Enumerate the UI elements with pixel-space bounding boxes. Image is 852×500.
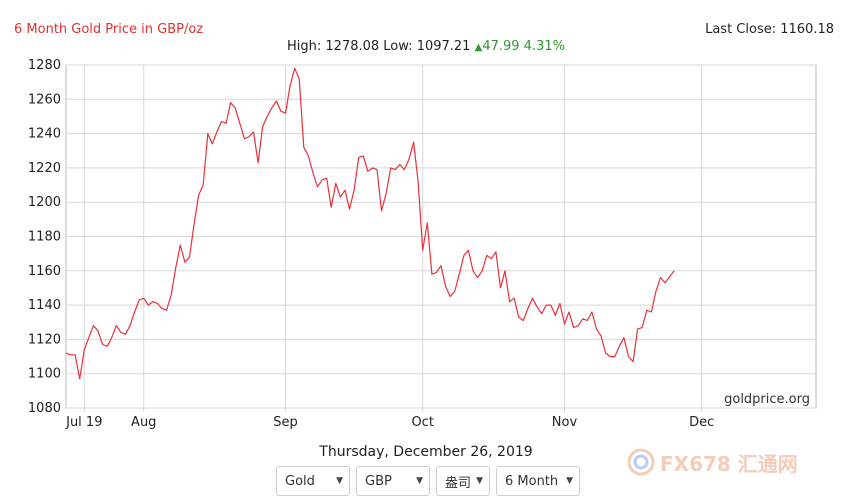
y-tick-label: 1080 <box>28 401 61 416</box>
corner-watermark-text: FX678 汇通网 <box>660 451 798 476</box>
gold-price-line <box>65 67 675 380</box>
chevron-down-icon: ▼ <box>416 476 423 486</box>
chart-title: 6 Month Gold Price in GBP/oz <box>14 22 204 37</box>
x-tick-label: Aug <box>131 415 156 430</box>
y-tick-label: 1200 <box>28 195 61 210</box>
chevron-down-icon: ▼ <box>566 476 573 486</box>
swirl-logo-icon <box>627 448 655 476</box>
currency-select[interactable]: GBP ▼ <box>356 466 430 496</box>
y-tick-label: 1240 <box>28 127 61 142</box>
chart-date: Thursday, December 26, 2019 <box>319 444 533 460</box>
range-select-value: 6 Month <box>505 473 559 489</box>
metal-select[interactable]: Gold ▼ <box>276 466 350 496</box>
last-close-label: Last Close: 1160.18 <box>705 22 834 37</box>
y-tick-label: 1220 <box>28 161 61 176</box>
x-tick-label: Oct <box>411 415 433 430</box>
x-tick-label: Nov <box>552 415 578 430</box>
y-tick-label: 1140 <box>28 298 61 313</box>
y-tick-label: 1100 <box>28 367 61 382</box>
source-watermark: goldprice.org <box>724 392 810 407</box>
unit-select-value: 盎司 <box>445 475 472 491</box>
price-chart: 1080 1100 1120 1140 1160 1180 1200 1220 1240 1260… <box>28 58 817 430</box>
x-tick-label: Jul 19 <box>65 415 102 430</box>
corner-watermark: FX678 汇通网 <box>626 447 798 477</box>
up-arrow-icon: ▲ <box>474 42 483 53</box>
y-tick-label: 1280 <box>28 58 61 73</box>
chevron-down-icon: ▼ <box>476 476 483 486</box>
chart-controls: Gold ▼ GBP ▼ 盎司 ▼ 6 Month ▼ <box>276 466 580 496</box>
y-tick-label: 1260 <box>28 92 61 107</box>
currency-select-value: GBP <box>365 473 392 489</box>
range-select[interactable]: 6 Month ▼ <box>496 466 580 496</box>
chevron-down-icon: ▼ <box>336 476 343 486</box>
unit-select[interactable]: 盎司 ▼ <box>436 466 490 496</box>
y-tick-label: 1120 <box>28 332 61 347</box>
y-tick-label: 1180 <box>28 230 61 245</box>
change-text: 47.99 4.31% <box>482 39 565 54</box>
high-low-text: High: 1278.08 Low: 1097.21 <box>287 39 471 54</box>
x-tick-label: Sep <box>273 415 298 430</box>
high-low-stats: High: 1278.08 Low: 1097.21 ▲47.99 4.31% <box>0 39 852 54</box>
y-tick-label: 1160 <box>28 264 61 279</box>
x-tick-label: Dec <box>689 415 714 430</box>
metal-select-value: Gold <box>285 473 315 489</box>
